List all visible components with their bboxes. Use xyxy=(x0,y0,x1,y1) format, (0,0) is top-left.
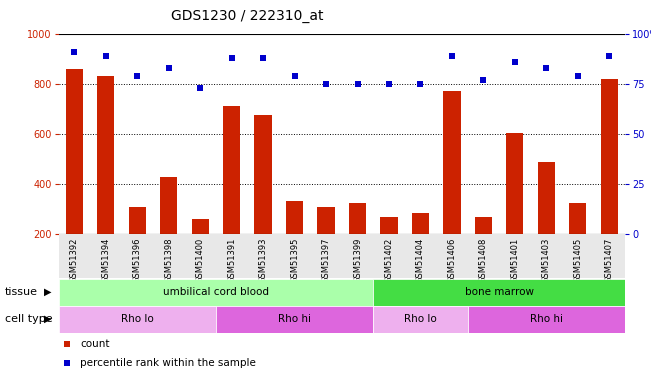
Text: GSM51392: GSM51392 xyxy=(70,238,79,283)
Text: count: count xyxy=(80,339,109,349)
Bar xyxy=(538,162,555,234)
Point xyxy=(132,73,143,79)
Bar xyxy=(373,306,467,333)
Point xyxy=(604,53,615,59)
Bar xyxy=(467,306,625,333)
Bar xyxy=(569,203,587,234)
Bar xyxy=(191,219,209,234)
Text: GSM51401: GSM51401 xyxy=(510,238,519,283)
Text: GSM51407: GSM51407 xyxy=(605,238,614,283)
Text: GDS1230 / 222310_at: GDS1230 / 222310_at xyxy=(171,9,324,23)
Bar xyxy=(66,69,83,234)
Point xyxy=(447,53,457,59)
Point xyxy=(415,81,426,87)
Text: percentile rank within the sample: percentile rank within the sample xyxy=(80,358,256,368)
Bar xyxy=(412,213,429,234)
Bar xyxy=(506,133,523,234)
Text: GSM51399: GSM51399 xyxy=(353,238,362,283)
Text: GSM51395: GSM51395 xyxy=(290,238,299,283)
Bar xyxy=(380,217,398,234)
Point xyxy=(258,55,268,61)
Bar xyxy=(59,279,373,306)
Point xyxy=(100,53,111,59)
Text: cell type: cell type xyxy=(5,314,53,324)
Point xyxy=(414,104,424,110)
Point xyxy=(414,274,424,280)
Bar xyxy=(97,76,115,234)
Text: GSM51400: GSM51400 xyxy=(196,238,204,283)
Bar xyxy=(475,217,492,234)
Text: GSM51396: GSM51396 xyxy=(133,238,142,284)
Point xyxy=(289,73,299,79)
Bar xyxy=(59,306,216,333)
Bar xyxy=(286,201,303,234)
Bar xyxy=(223,106,240,234)
Point xyxy=(478,77,488,83)
Bar xyxy=(349,203,366,234)
Bar xyxy=(59,234,625,278)
Point xyxy=(383,81,394,87)
Point xyxy=(163,65,174,71)
Text: GSM51393: GSM51393 xyxy=(258,238,268,284)
Point xyxy=(572,73,583,79)
Bar xyxy=(601,79,618,234)
Text: tissue: tissue xyxy=(5,287,38,297)
Text: GSM51403: GSM51403 xyxy=(542,238,551,283)
Text: umbilical cord blood: umbilical cord blood xyxy=(163,287,269,297)
Bar xyxy=(318,207,335,234)
Text: GSM51405: GSM51405 xyxy=(574,238,582,283)
Text: ▶: ▶ xyxy=(44,314,52,324)
Text: GSM51408: GSM51408 xyxy=(479,238,488,283)
Text: Rho lo: Rho lo xyxy=(404,314,437,324)
Text: GSM51391: GSM51391 xyxy=(227,238,236,283)
Bar xyxy=(160,177,177,234)
Text: GSM51397: GSM51397 xyxy=(322,238,331,284)
Point xyxy=(69,49,79,55)
Text: Rho hi: Rho hi xyxy=(530,314,563,324)
Point xyxy=(510,59,520,65)
Bar xyxy=(255,115,271,234)
Point xyxy=(227,55,237,61)
Text: GSM51406: GSM51406 xyxy=(447,238,456,283)
Text: GSM51402: GSM51402 xyxy=(385,238,393,283)
Text: Rho hi: Rho hi xyxy=(278,314,311,324)
Text: GSM51398: GSM51398 xyxy=(164,238,173,284)
Bar xyxy=(373,279,625,306)
Text: bone marrow: bone marrow xyxy=(465,287,534,297)
Text: GSM51404: GSM51404 xyxy=(416,238,425,283)
Point xyxy=(352,81,363,87)
Text: Rho lo: Rho lo xyxy=(121,314,154,324)
Text: ▶: ▶ xyxy=(44,287,52,297)
Bar xyxy=(216,306,373,333)
Point xyxy=(541,65,551,71)
Bar xyxy=(129,207,146,234)
Point xyxy=(195,85,205,91)
Text: GSM51394: GSM51394 xyxy=(102,238,110,283)
Bar xyxy=(443,92,460,234)
Point xyxy=(321,81,331,87)
